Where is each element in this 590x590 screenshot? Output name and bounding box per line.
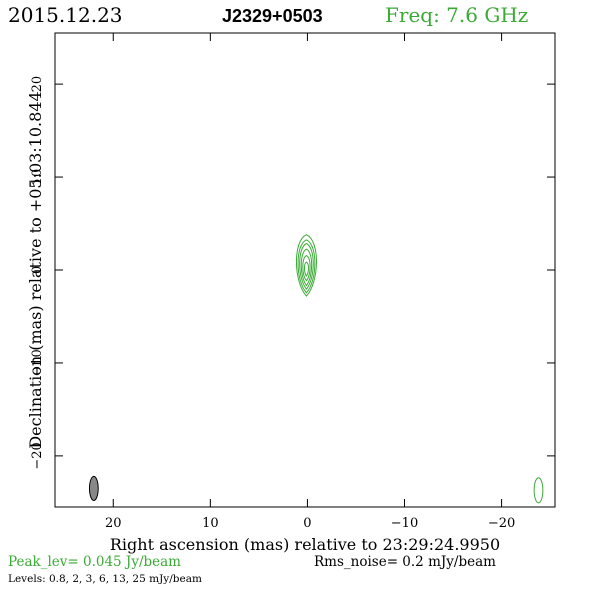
frequency-label: Freq: 7.6 GHz — [385, 3, 528, 27]
contour-level-0_8 — [296, 234, 317, 297]
y-axis-label: Declination (mas) relative to +05:03:10.… — [26, 91, 45, 448]
x-tick-label: 20 — [105, 516, 122, 531]
contour-lines — [296, 234, 317, 297]
contour-levels: Levels: 0.8, 2, 3, 6, 13, 25 mJy/beam — [8, 573, 202, 585]
beam-outline-ellipse — [533, 477, 544, 504]
contour-level-25 — [303, 261, 309, 277]
contour-level-6 — [300, 248, 313, 287]
y-tick-label: 20 — [30, 76, 45, 93]
x-tick-label: −20 — [488, 516, 515, 531]
contour-level-13 — [302, 255, 311, 282]
y-tick-label: −20 — [30, 442, 45, 469]
beam-ellipse — [88, 475, 99, 501]
peak-level: Peak_lev= 0.045 Jy/beam — [8, 554, 181, 570]
axis-ticks — [55, 33, 555, 507]
contour-level-2 — [297, 239, 316, 294]
y-tick-label: 0 — [30, 266, 45, 274]
x-axis-label: Right ascension (mas) relative to 23:29:… — [110, 535, 500, 554]
observation-date: 2015.12.23 — [8, 3, 123, 27]
y-tick-label: −10 — [30, 349, 45, 376]
x-tick-label: 10 — [202, 516, 219, 531]
x-tick-label: −10 — [391, 516, 418, 531]
source-name: J2329+0503 — [222, 6, 323, 26]
axis-tick-labels: 20 10 0 −10 −20 20 10 0 −10 −20 — [30, 76, 515, 531]
rms-noise: Rms_noise= 0.2 mJy/beam — [314, 554, 496, 570]
y-tick-label: 10 — [30, 169, 45, 186]
x-tick-label: 0 — [303, 516, 311, 531]
beam-shapes — [88, 475, 544, 504]
contour-level-3 — [299, 242, 314, 290]
